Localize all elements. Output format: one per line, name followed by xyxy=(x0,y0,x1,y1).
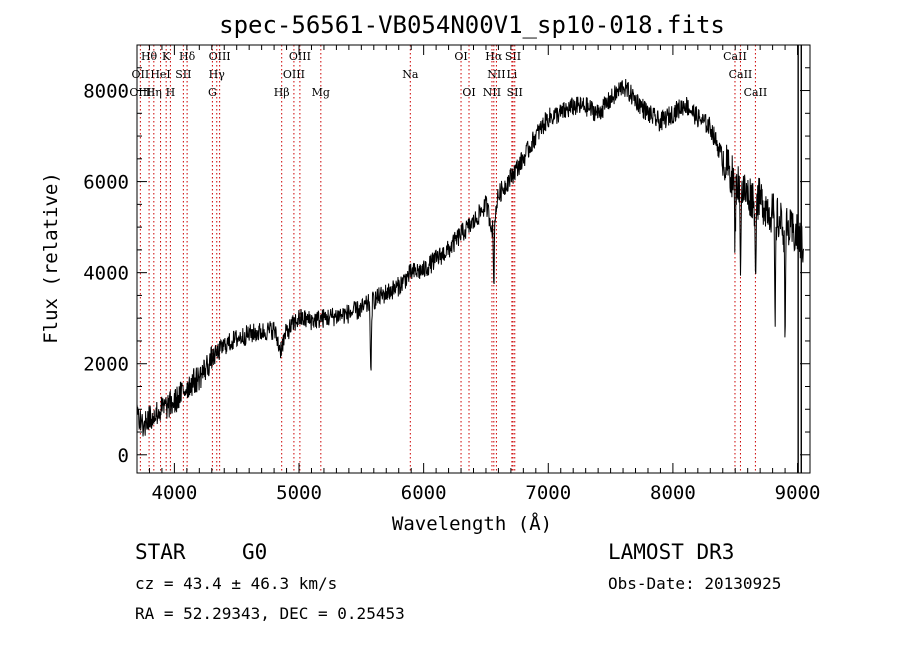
marker-label: Hβ xyxy=(274,86,290,99)
marker-label: NII xyxy=(483,86,501,99)
x-tick-label: 8000 xyxy=(650,482,696,504)
x-axis: 4000 5000 6000 7000 8000 9000 xyxy=(136,45,821,504)
y-axis-label: Flux (relative) xyxy=(40,172,62,344)
y-tick-label: 6000 xyxy=(83,172,129,194)
spectrum-line xyxy=(136,78,805,437)
x-tick-label: 5000 xyxy=(276,482,322,504)
marker-label: HeI xyxy=(150,68,170,81)
class-label: STAR xyxy=(135,540,186,564)
marker-label: Mg xyxy=(312,86,330,99)
subclass-label: G0 xyxy=(242,540,268,564)
marker-label: SII xyxy=(507,86,523,99)
y-tick-label: 4000 xyxy=(83,263,129,285)
marker-label: OIII xyxy=(209,50,231,63)
marker-label: CaII xyxy=(744,86,768,99)
marker-label: OI xyxy=(454,50,467,63)
marker-label: CaII xyxy=(729,68,753,81)
marker-label: K xyxy=(162,50,171,63)
marker-label: SII xyxy=(175,68,191,81)
x-tick-label: 7000 xyxy=(525,482,571,504)
y-tick-label: 2000 xyxy=(83,354,129,376)
marker-label: Na xyxy=(402,68,419,81)
redshift-text: cz = 43.4 ± 46.3 km/s xyxy=(135,574,338,593)
coords-text: RA = 52.29343, DEC = 0.25453 xyxy=(135,604,405,623)
marker-label: Li xyxy=(506,68,517,81)
survey-label: LAMOST DR3 xyxy=(608,540,735,564)
marker-label: OIII xyxy=(289,50,311,63)
marker-label: Hη xyxy=(146,86,162,99)
x-axis-label: Wavelength (Å) xyxy=(392,512,552,535)
marker-label: Hθ xyxy=(141,50,158,63)
y-tick-label: 8000 xyxy=(83,81,129,103)
marker-label: OIII xyxy=(283,68,305,81)
marker-label: NII xyxy=(487,68,505,81)
marker-label: OII xyxy=(132,68,150,81)
marker-label: Hγ xyxy=(209,68,226,81)
marker-label: G xyxy=(208,86,217,99)
x-tick-label: 4000 xyxy=(152,482,198,504)
spectrum-series xyxy=(136,45,805,473)
obs-date-text: Obs-Date: 20130925 xyxy=(608,574,782,593)
x-tick-label: 9000 xyxy=(775,482,821,504)
y-axis: 0 2000 4000 6000 8000 xyxy=(83,44,810,467)
marker-label: OIII xyxy=(129,86,151,99)
marker-label: H xyxy=(166,86,176,99)
plot-frame xyxy=(136,44,811,474)
x-tick-label: 6000 xyxy=(401,482,447,504)
marker-label: OI xyxy=(462,86,475,99)
marker-label: SII xyxy=(505,50,521,63)
chart-title: spec-56561-VB054N00V1_sp10-018.fits xyxy=(219,11,725,39)
y-tick-label: 0 xyxy=(118,445,129,467)
marker-label: Hα xyxy=(485,50,503,63)
marker-label: Hδ xyxy=(179,50,196,63)
marker-label: CaII xyxy=(723,50,747,63)
